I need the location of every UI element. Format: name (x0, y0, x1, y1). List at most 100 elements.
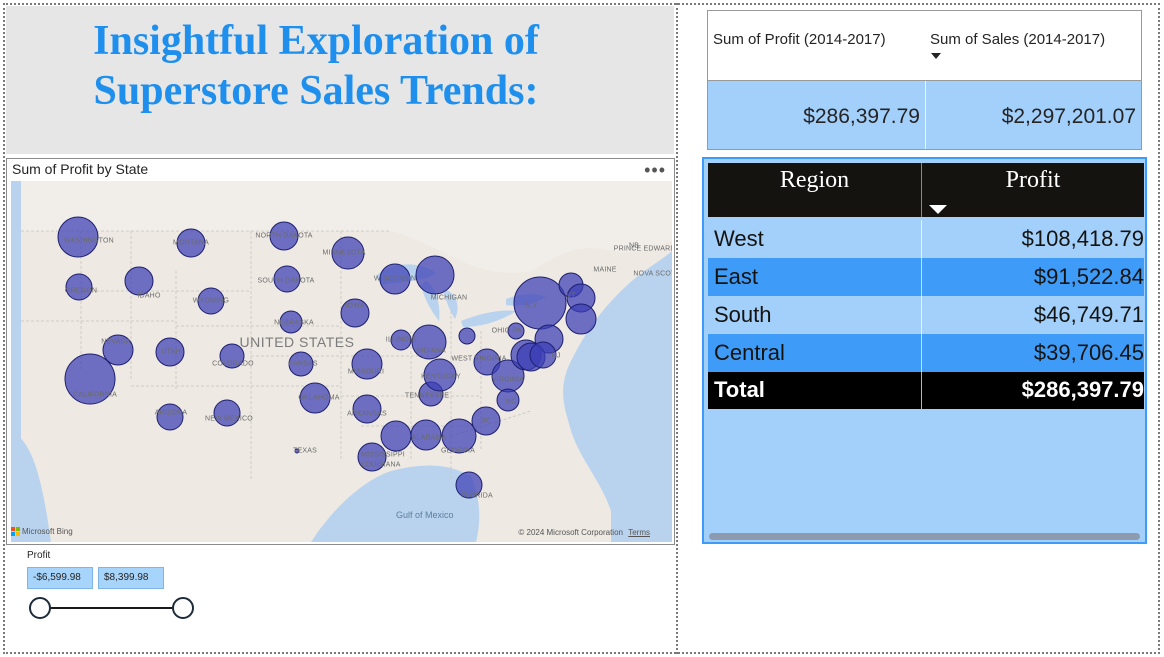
region-profit-table[interactable]: Region Profit West $108,418.79 East $91,… (702, 157, 1147, 544)
state-profit-bubble[interactable] (471, 406, 501, 436)
map-basemap (11, 181, 672, 542)
state-profit-bubble[interactable] (269, 221, 299, 251)
slicer-max-handle[interactable] (172, 597, 194, 619)
state-profit-bubble[interactable] (64, 353, 116, 405)
row-divider (921, 334, 922, 372)
map-copyright: © 2024 Microsoft Corporation Terms (518, 528, 650, 537)
state-profit-bubble[interactable] (155, 337, 185, 367)
table-row[interactable]: South $46,749.71 (708, 296, 1144, 334)
state-label: KANSAS (288, 360, 318, 368)
state-label: NOVA SCOTIA (633, 270, 672, 278)
total-label: Total (714, 377, 765, 402)
state-label: NB (628, 242, 640, 250)
state-profit-bubble[interactable] (273, 265, 301, 293)
horizontal-scrollbar[interactable] (709, 533, 1140, 540)
sum-card-table[interactable]: Sum of Profit (2014-2017) Sum of Sales (… (707, 10, 1142, 150)
state-label: GEORGIA (440, 447, 476, 455)
profit-column-header[interactable]: Profit (1005, 167, 1061, 193)
slicer-max-input[interactable]: $8,399.98 (98, 567, 164, 589)
state-profit-bubble[interactable] (65, 273, 93, 301)
sort-descending-icon[interactable] (929, 205, 947, 214)
profit-by-state-map[interactable]: Sum of Profit by State ••• (6, 158, 675, 545)
state-profit-bubble[interactable] (513, 276, 567, 330)
state-label: MISSOURI (347, 368, 385, 376)
region-profit: $39,706.45 (1033, 340, 1144, 365)
state-label: TENNESSEE (404, 392, 450, 400)
more-options-icon[interactable]: ••• (644, 160, 666, 180)
state-label: ARKANSAS (347, 410, 387, 418)
state-profit-bubble[interactable] (294, 448, 300, 454)
map-canvas[interactable]: WASHINGTON MONTANA NORTH DAKOTA MINNESOTA OR… (11, 181, 672, 542)
state-profit-bubble[interactable] (299, 382, 331, 414)
state-profit-bubble[interactable] (213, 399, 241, 427)
terms-link[interactable]: Terms (628, 528, 650, 537)
state-profit-bubble[interactable] (219, 343, 245, 369)
table-row[interactable]: East $91,522.84 (708, 258, 1144, 296)
title-line-1: Insightful Exploration of (93, 18, 539, 64)
state-label: SOUTH DAKOTA (257, 277, 315, 285)
state-label: ALABAMA (411, 434, 447, 442)
state-profit-bubble[interactable] (331, 236, 365, 270)
state-profit-bubble[interactable] (197, 287, 225, 315)
slicer-min-input[interactable]: -$6,599.98 (27, 567, 93, 589)
state-profit-bubble[interactable] (390, 329, 412, 351)
table-row[interactable]: Central $39,706.45 (708, 334, 1144, 372)
state-label: NEVADA (101, 338, 131, 346)
profit-column-header[interactable]: Sum of Profit (2014-2017) (713, 31, 886, 48)
gulf-label: Gulf of Mexico (396, 510, 454, 520)
state-profit-bubble[interactable] (102, 334, 134, 366)
state-profit-bubble[interactable] (441, 418, 477, 454)
sales-column-header[interactable]: Sum of Sales (2014-2017) (930, 31, 1106, 48)
state-profit-bubble[interactable] (565, 303, 597, 335)
state-label: IOWA (345, 302, 365, 310)
state-label: WISCONSIN (373, 275, 417, 283)
state-label: ARIZONA (154, 409, 188, 417)
state-profit-bubble[interactable] (507, 322, 525, 340)
region-profit: $46,749.71 (1033, 302, 1144, 327)
state-profit-bubble[interactable] (57, 216, 99, 258)
state-profit-bubble[interactable] (156, 403, 184, 431)
state-profit-bubble[interactable] (380, 420, 412, 452)
state-profit-bubble[interactable] (423, 358, 457, 392)
state-profit-bubble[interactable] (458, 327, 476, 345)
state-label: OHIO (491, 327, 511, 335)
state-profit-bubble[interactable] (529, 341, 557, 369)
card-header-row: Sum of Profit (2014-2017) Sum of Sales (… (708, 11, 1141, 81)
state-label: VT (566, 292, 576, 300)
map-provider: Microsoft Bing (22, 527, 73, 536)
state-profit-bubble[interactable] (379, 263, 411, 295)
state-label: OKLAHOMA (298, 394, 340, 402)
region-name: Central (714, 340, 785, 365)
state-profit-bubble[interactable] (351, 348, 383, 380)
state-label: NEBRASKA (274, 319, 314, 327)
state-profit-bubble[interactable] (411, 324, 447, 360)
state-profit-bubble[interactable] (279, 310, 303, 334)
region-profit: $108,418.79 (1021, 226, 1144, 251)
state-profit-bubble[interactable] (340, 298, 370, 328)
table-row[interactable]: West $108,418.79 (708, 220, 1144, 258)
state-profit-bubble[interactable] (410, 419, 442, 451)
state-label: NC (505, 398, 517, 406)
sort-descending-icon[interactable] (931, 53, 941, 59)
row-divider (921, 296, 922, 334)
state-profit-bubble[interactable] (357, 442, 387, 472)
row-divider (921, 220, 922, 258)
state-profit-bubble[interactable] (496, 388, 520, 412)
state-profit-bubble[interactable] (352, 394, 382, 424)
state-label: IDAHO (137, 292, 161, 300)
title-textbox: Insightful Exploration of Superstore Sal… (6, 6, 674, 154)
state-profit-bubble[interactable] (176, 228, 206, 258)
state-profit-bubble[interactable] (124, 266, 154, 296)
state-label: PA (512, 327, 522, 335)
slicer-track[interactable] (40, 607, 183, 609)
state-label: N.Y. (525, 302, 539, 310)
state-profit-bubble[interactable] (455, 471, 483, 499)
region-column-header[interactable]: Region (779, 167, 850, 193)
state-profit-bubble[interactable] (415, 255, 455, 295)
slicer-min-handle[interactable] (29, 597, 51, 619)
state-label: LOUISIANA (361, 461, 401, 469)
profit-total-value: $286,397.79 (803, 105, 920, 128)
state-profit-bubble[interactable] (288, 351, 314, 377)
row-divider (921, 258, 922, 296)
